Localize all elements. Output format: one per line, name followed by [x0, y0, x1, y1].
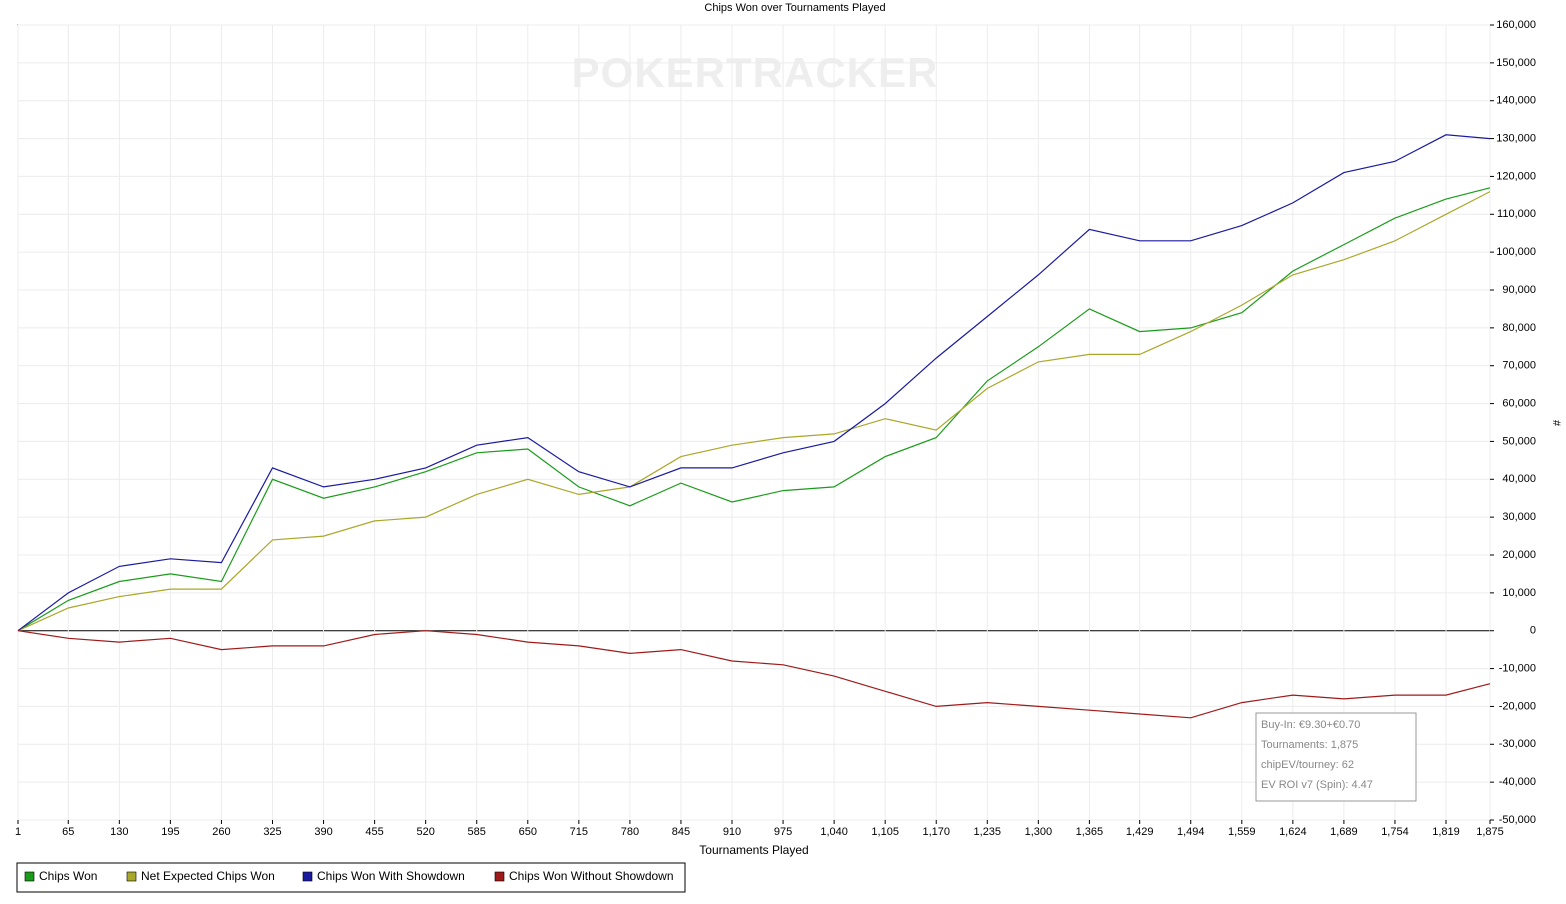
- series-line: [17, 134, 1491, 632]
- watermark: POKERTRACKER: [572, 49, 939, 96]
- x-tick-label: 195: [161, 826, 179, 838]
- y-axis-label: #: [1550, 420, 1562, 427]
- series-line: [17, 191, 1491, 632]
- x-tick-label: 910: [723, 826, 741, 838]
- y-tick-label: 40,000: [1502, 473, 1536, 485]
- y-tick-label: 60,000: [1502, 397, 1536, 409]
- y-tick-label: -20,000: [1499, 700, 1536, 712]
- x-tick-label: 1,300: [1025, 826, 1053, 838]
- y-tick-label: 120,000: [1496, 170, 1536, 182]
- grid: [17, 24, 1491, 821]
- legend-swatch: [24, 871, 35, 882]
- y-tick-label: 50,000: [1502, 435, 1536, 447]
- x-tick-label: 1,170: [922, 826, 950, 838]
- x-tick-label: 1,105: [871, 826, 899, 838]
- y-tick-label: 130,000: [1496, 132, 1536, 144]
- x-tick-label: 1,365: [1076, 826, 1104, 838]
- x-tick-label: 65: [62, 826, 74, 838]
- y-tick-label: 140,000: [1496, 95, 1536, 107]
- info-text: chipEV/tourney: 62: [1261, 759, 1354, 771]
- info-text: Tournaments: 1,875: [1261, 739, 1358, 751]
- y-tick-label: 100,000: [1496, 246, 1536, 258]
- info-box: [1255, 712, 1417, 802]
- y-tick-label: 20,000: [1502, 549, 1536, 561]
- x-tick-label: 1,689: [1330, 826, 1358, 838]
- x-tick-label: 1,429: [1126, 826, 1154, 838]
- legend-label: Chips Won Without Showdown: [509, 869, 674, 883]
- chart-title: Chips Won over Tournaments Played: [704, 2, 885, 14]
- y-tick-label: 110,000: [1497, 208, 1536, 220]
- y-tick-label: 80,000: [1502, 322, 1536, 334]
- y-tick-label: 90,000: [1502, 284, 1536, 296]
- x-tick-label: 130: [110, 826, 128, 838]
- y-tick-label: 150,000: [1496, 57, 1536, 69]
- x-tick-label: 260: [212, 826, 230, 838]
- info-text: EV ROI v7 (Spin): 4.47: [1261, 779, 1373, 791]
- info-text: Buy-In: €9.30+€0.70: [1261, 719, 1360, 731]
- x-tick-label: 1,754: [1381, 826, 1409, 838]
- y-tick-label: -10,000: [1499, 662, 1536, 674]
- x-tick-label: 715: [570, 826, 588, 838]
- x-tick-label: 1,494: [1177, 826, 1205, 838]
- y-tick-label: 10,000: [1502, 587, 1536, 599]
- y-tick-label: 0: [1530, 625, 1536, 637]
- legend-label: Chips Won: [39, 869, 97, 883]
- y-tick-label: -30,000: [1499, 738, 1536, 750]
- legend-swatch: [302, 871, 313, 882]
- x-tick-label: 1,624: [1279, 826, 1307, 838]
- y-tick-label: 70,000: [1502, 360, 1536, 372]
- x-tick-label: 1: [15, 826, 21, 838]
- x-tick-label: 1,235: [974, 826, 1002, 838]
- plot-area: [17, 24, 1491, 821]
- x-tick-label: 520: [416, 826, 434, 838]
- y-tick-label: -50,000: [1499, 814, 1536, 826]
- legend-swatch: [494, 871, 505, 882]
- x-tick-label: 1,875: [1476, 826, 1504, 838]
- y-tick-label: -40,000: [1499, 776, 1536, 788]
- series-line: [17, 187, 1491, 632]
- x-tick-label: 1,819: [1432, 826, 1460, 838]
- series-line: [17, 630, 1491, 719]
- x-tick-label: 455: [365, 826, 383, 838]
- x-tick-label: 390: [314, 826, 332, 838]
- x-tick-label: 585: [468, 826, 486, 838]
- y-tick-label: 30,000: [1502, 511, 1536, 523]
- x-tick-label: 845: [672, 826, 690, 838]
- x-tick-label: 325: [263, 826, 281, 838]
- y-tick-label: 160,000: [1496, 19, 1536, 31]
- legend-label: Chips Won With Showdown: [317, 869, 465, 883]
- legend-swatch: [126, 871, 137, 882]
- x-tick-label: 1,559: [1228, 826, 1256, 838]
- legend-label: Net Expected Chips Won: [141, 869, 275, 883]
- x-tick-label: 780: [621, 826, 639, 838]
- x-tick-label: 975: [774, 826, 792, 838]
- x-tick-label: 650: [519, 826, 537, 838]
- x-axis-label: Tournaments Played: [699, 843, 808, 857]
- x-tick-label: 1,040: [820, 826, 848, 838]
